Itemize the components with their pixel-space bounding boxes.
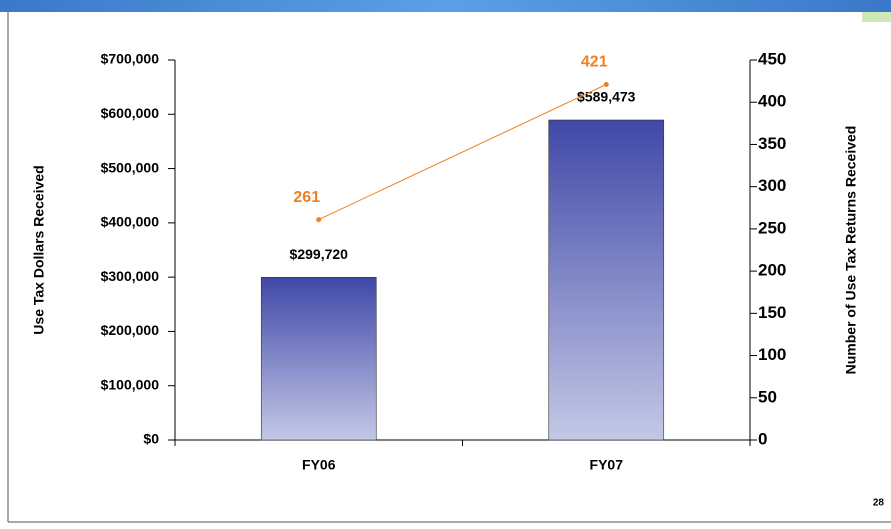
line-value-label: 421	[581, 54, 608, 71]
y-tick-label: $300,000	[101, 268, 160, 284]
y2-tick-label: 450	[758, 49, 786, 68]
y2-tick-label: 400	[758, 92, 786, 111]
y2-tick-label: 150	[758, 303, 786, 322]
y-tick-label: $700,000	[101, 51, 160, 67]
line-value-label: 261	[293, 189, 320, 206]
y2-axis-title: Number of Use Tax Returns Received	[843, 126, 859, 375]
header-bar	[0, 0, 891, 12]
y2-tick-label: 100	[758, 345, 786, 364]
y2-tick-label: 300	[758, 176, 786, 195]
y2-tick-label: 200	[758, 261, 786, 280]
y2-tick-label: 50	[758, 387, 777, 406]
x-tick-label: FY07	[590, 457, 624, 473]
page-number: 28	[873, 498, 885, 509]
y2-tick-label: 0	[758, 429, 767, 448]
y-tick-label: $0	[143, 431, 159, 447]
bar	[548, 119, 665, 441]
corner-accent	[862, 12, 891, 22]
line-point	[603, 81, 609, 87]
y-tick-label: $200,000	[101, 322, 160, 338]
y-tick-label: $100,000	[101, 376, 160, 392]
y2-tick-label: 350	[758, 134, 786, 153]
y2-tick-label: 250	[758, 218, 786, 237]
line	[318, 84, 607, 221]
bar-value-label: $589,473	[577, 89, 636, 105]
y-axis-title: Use Tax Dollars Received	[31, 165, 47, 334]
y-tick-label: $500,000	[101, 159, 160, 175]
line-point	[316, 217, 322, 223]
x-tick-label: FY06	[302, 457, 336, 473]
bar	[260, 276, 377, 441]
bar-value-label: $299,720	[290, 246, 349, 262]
y-tick-label: $600,000	[101, 105, 160, 121]
y-tick-label: $400,000	[101, 214, 160, 230]
